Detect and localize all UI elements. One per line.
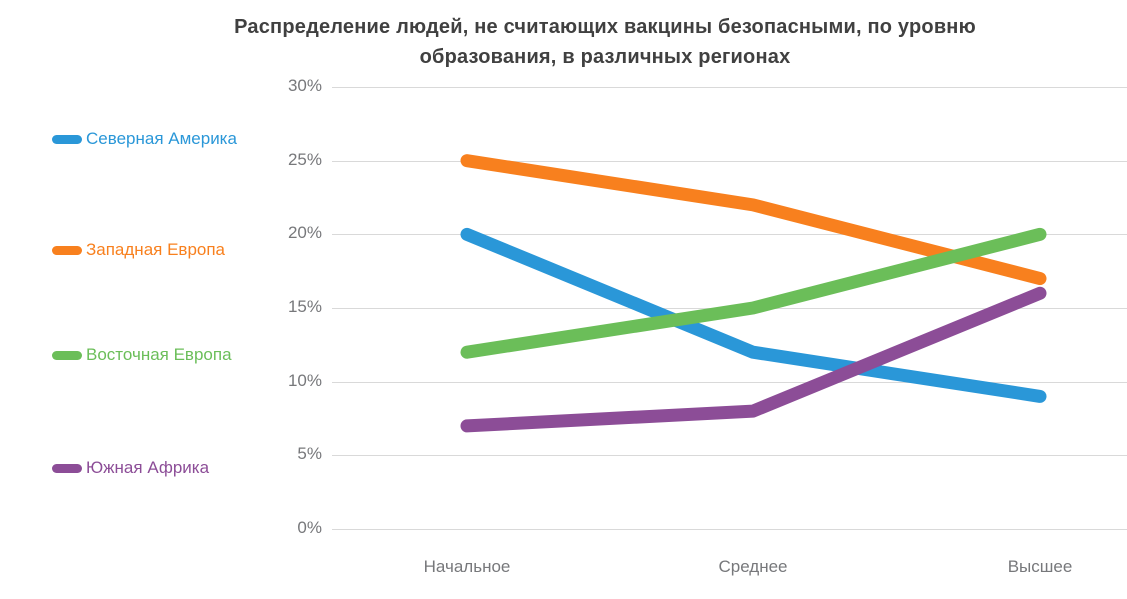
legend-label: Западная Европа bbox=[86, 240, 226, 259]
series-line-2 bbox=[460, 227, 1047, 359]
legend-item: Северная Америка bbox=[52, 129, 237, 149]
legend-item: Южная Африка bbox=[52, 458, 209, 478]
legend-item: Восточная Европа bbox=[52, 345, 232, 365]
legend-marker-icon bbox=[52, 463, 82, 473]
y-axis-tick-label: 30% bbox=[287, 76, 322, 95]
x-axis-category-label: Среднее bbox=[718, 557, 788, 576]
gridline bbox=[332, 381, 1127, 383]
series-line-3 bbox=[460, 286, 1047, 433]
y-axis-tick-label: 10% bbox=[287, 370, 322, 390]
y-axis-tick-label: 25% bbox=[287, 149, 322, 169]
gridline bbox=[332, 234, 1127, 236]
gridline bbox=[332, 160, 1127, 162]
chart-legend: Северная Америка Западная Европа Восточная… bbox=[0, 0, 330, 599]
legend-label: Южная Африка bbox=[86, 458, 210, 477]
y-axis-tick-label: 5% bbox=[297, 444, 322, 464]
legend-marker-icon bbox=[52, 350, 82, 360]
chart-title: Распределение людей, не считающих вакцин… bbox=[234, 16, 976, 68]
series-line-0 bbox=[460, 227, 1047, 403]
y-axis-tick-label: 15% bbox=[287, 297, 322, 316]
y-axis-tick-label: 0% bbox=[297, 518, 322, 537]
x-axis-category-label: Начальное bbox=[423, 557, 511, 576]
legend-label: Восточная Европа bbox=[86, 345, 232, 364]
gridline bbox=[332, 87, 1127, 88]
y-axis-tick-label: 20% bbox=[287, 223, 322, 243]
gridline bbox=[332, 455, 1127, 457]
legend-label: Северная Америка bbox=[86, 129, 237, 148]
legend-item: Западная Европа bbox=[52, 240, 225, 260]
legend-marker-icon bbox=[52, 245, 82, 255]
legend-marker-icon bbox=[52, 134, 82, 144]
x-axis-category-label: Высшее bbox=[1007, 557, 1073, 576]
gridline bbox=[332, 529, 1127, 530]
